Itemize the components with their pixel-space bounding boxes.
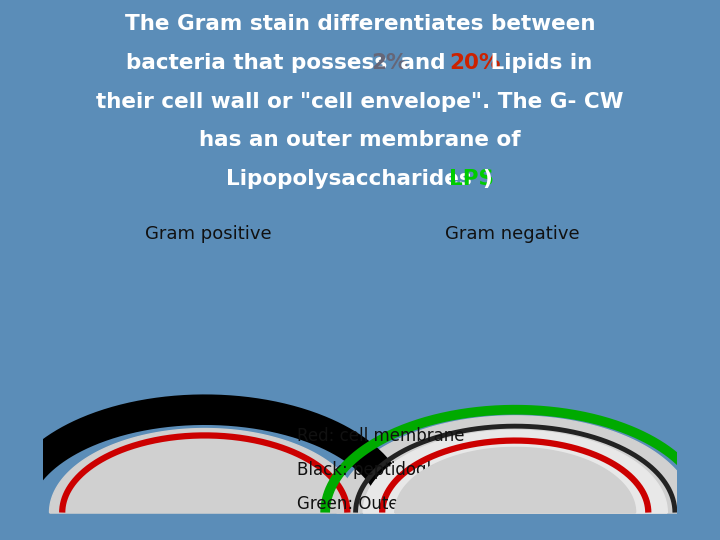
Text: their cell wall or "cell envelope". The G- CW: their cell wall or "cell envelope". The … — [96, 92, 624, 112]
Text: and: and — [394, 53, 454, 73]
Text: Red: cell membrane: Red: cell membrane — [297, 427, 464, 445]
Text: ): ) — [482, 170, 492, 190]
Text: bacteria that possess: bacteria that possess — [125, 53, 395, 73]
Text: Green: Outer membrane: Green: Outer membrane — [297, 495, 501, 514]
Text: has an outer membrane of: has an outer membrane of — [199, 130, 521, 150]
Text: LPS: LPS — [449, 170, 494, 190]
Text: Lipopolysaccharides: Lipopolysaccharides — [226, 170, 480, 190]
Polygon shape — [385, 442, 645, 512]
Polygon shape — [336, 416, 694, 512]
Text: Lipids in: Lipids in — [482, 53, 592, 73]
Text: Black: peptidoglycan: Black: peptidoglycan — [297, 461, 470, 479]
Text: 20%: 20% — [449, 53, 500, 73]
Polygon shape — [50, 429, 360, 512]
Polygon shape — [395, 448, 636, 512]
Text: The Gram stain differentiates between: The Gram stain differentiates between — [125, 14, 595, 33]
Polygon shape — [363, 430, 667, 512]
Text: Gram positive: Gram positive — [145, 225, 271, 242]
Text: Gram negative: Gram negative — [445, 225, 580, 242]
Text: 2%: 2% — [372, 53, 408, 73]
